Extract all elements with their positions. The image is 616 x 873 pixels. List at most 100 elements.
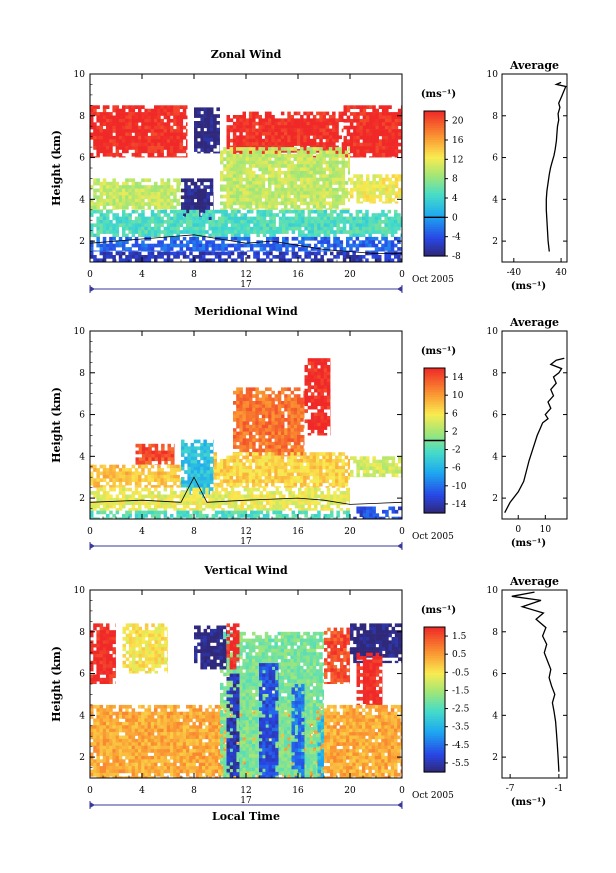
heatmap-cell (125, 247, 129, 251)
heatmap-cell (118, 205, 123, 210)
heatmap-cell (187, 202, 191, 206)
heatmap-cell (229, 157, 234, 161)
heatmap-cell (384, 236, 388, 241)
heatmap-cell (150, 188, 155, 193)
heatmap-cell (267, 462, 272, 467)
heatmap-cell (268, 142, 272, 146)
heatmap-cell (277, 157, 282, 161)
heatmap-cell (300, 142, 304, 146)
heatmap-cell (163, 122, 168, 126)
heatmap-cell (265, 448, 269, 453)
heatmap-cell (125, 112, 129, 116)
heatmap-cell (372, 146, 376, 150)
heatmap-cell (141, 135, 145, 140)
heatmap-cell (239, 174, 243, 178)
heatmap-cell (163, 135, 168, 140)
heatmap-cell (173, 192, 177, 196)
heatmap-cell (394, 191, 399, 195)
heatmap-cell (96, 125, 100, 130)
heatmap-cell (134, 216, 139, 221)
heatmap-cell (163, 132, 168, 137)
heatmap-cell (197, 477, 201, 481)
heatmap-cell (112, 243, 116, 248)
heatmap-cell (239, 194, 243, 199)
heatmap-cell (390, 220, 395, 224)
heatmap-cell (99, 195, 104, 200)
heatmap-cell (319, 476, 323, 480)
heatmap-cell (268, 421, 272, 426)
heatmap-cell (99, 181, 104, 186)
heatmap-cell (122, 251, 126, 256)
heatmap-cell (307, 220, 312, 224)
heatmap-cell (99, 258, 104, 262)
heatmap-cell (283, 465, 288, 470)
heatmap-cell (102, 223, 107, 228)
heatmap-cell (350, 181, 354, 185)
heatmap-cell (274, 164, 278, 168)
heatmap-cell (202, 236, 206, 241)
heatmap-cell (280, 118, 285, 123)
heatmap-cell (236, 177, 240, 182)
heatmap-cell (280, 164, 285, 168)
heatmap-cell (141, 122, 145, 126)
heatmap-cell (319, 204, 323, 209)
heatmap-cell (96, 139, 100, 143)
heatmap-cell (239, 125, 243, 129)
heatmap-cell (184, 480, 188, 485)
heatmap-cell (259, 243, 264, 248)
heatmap-cell (300, 153, 304, 158)
heatmap-cell (157, 105, 161, 109)
heatmap-cell (397, 149, 402, 154)
heatmap-cell (163, 108, 168, 113)
heatmap-cell (167, 457, 171, 462)
heatmap-cell (166, 251, 171, 256)
heatmap-cell (154, 457, 159, 462)
heatmap-cell (271, 198, 275, 202)
heatmap-cell (236, 394, 240, 398)
heatmap-cell (385, 184, 389, 189)
heatmap-cell (312, 455, 317, 460)
heatmap-cell (230, 220, 235, 224)
heatmap-cell (261, 121, 266, 126)
heatmap-cell (332, 157, 336, 161)
heatmap-cell (248, 204, 253, 209)
heatmap-cell (242, 397, 247, 402)
heatmap-cell (258, 418, 263, 422)
heatmap-cell (154, 115, 158, 120)
heatmap-cell (391, 118, 395, 123)
heatmap-cell (274, 459, 278, 463)
heatmap-cell (316, 194, 320, 199)
heatmap-cell (293, 198, 298, 202)
heatmap-cell (170, 230, 174, 234)
heatmap-cell (336, 243, 340, 248)
heatmap-cell (356, 115, 360, 120)
heatmap-cell (160, 149, 164, 154)
heatmap-cell (293, 411, 298, 415)
heatmap-cell (131, 112, 136, 116)
heatmap-cell (272, 213, 276, 217)
heatmap-cell (277, 194, 282, 199)
heatmap-cell (384, 223, 388, 228)
heatmap-cell (309, 452, 313, 456)
heatmap-cell (206, 483, 211, 488)
heatmap-cell (233, 390, 237, 395)
colorbar-segment (424, 161, 445, 165)
heatmap-cell (300, 160, 304, 165)
colorbar-segment (424, 248, 445, 252)
heatmap-cell (365, 258, 369, 262)
heatmap-cell (234, 243, 238, 248)
heatmap-cell (258, 132, 262, 136)
heatmap-cell (284, 397, 288, 402)
heatmap-cell (303, 472, 307, 477)
heatmap-cell (290, 401, 295, 405)
heatmap-cell (252, 435, 256, 439)
heatmap-cell (102, 255, 107, 259)
heatmap-cell (294, 216, 299, 221)
heatmap-cell (164, 457, 168, 462)
heatmap-cell (362, 220, 366, 224)
heatmap-cell (274, 435, 279, 439)
heatmap-cell (181, 477, 185, 481)
heatmap-cell (310, 220, 315, 224)
heatmap-cell (242, 177, 246, 182)
heatmap-cell (323, 223, 328, 228)
